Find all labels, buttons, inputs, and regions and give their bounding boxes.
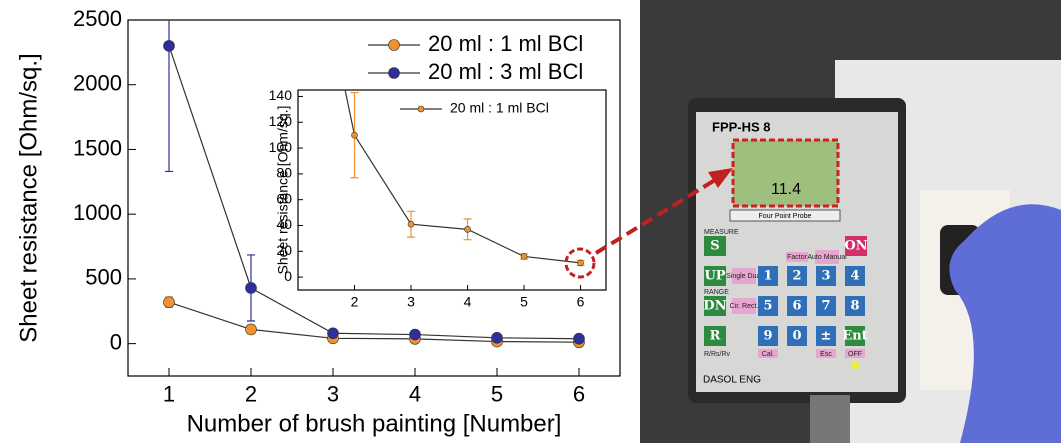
- y-tick-label: 1000: [73, 200, 122, 225]
- legend-marker: [388, 39, 400, 51]
- y-tick-label: 80: [276, 165, 292, 181]
- marker: [163, 40, 175, 52]
- key-label: OFF: [848, 351, 862, 358]
- key-label: Esc: [820, 351, 832, 358]
- marker: [520, 253, 528, 260]
- marker: [245, 323, 257, 336]
- x-tick-label: 3: [407, 293, 415, 309]
- key: 0: [792, 329, 801, 344]
- x-tick-label: 5: [491, 382, 503, 407]
- caption: Four Point Probe: [759, 213, 812, 220]
- key: DN: [703, 299, 726, 314]
- y-axis-label: Sheet resistance [Ohm/sq.]: [15, 53, 42, 342]
- y-tick-label: 0: [284, 268, 292, 284]
- marker: [491, 332, 503, 344]
- error-bar: [165, 20, 173, 173]
- series-area: [163, 20, 585, 349]
- key-label: RANGE: [704, 289, 729, 296]
- highlight-circle: [564, 247, 596, 279]
- x-tick-label: 2: [351, 293, 359, 309]
- key-label: Cir. Rect.: [730, 303, 759, 310]
- x-tick-label: 4: [464, 293, 472, 309]
- legend-marker: [388, 67, 400, 79]
- y-tick-label: 140: [269, 87, 293, 103]
- x-tick-label: 6: [573, 382, 585, 407]
- y-tick-label: 0: [110, 329, 122, 354]
- arrow-head: [708, 168, 733, 188]
- key: 4: [850, 269, 859, 284]
- key: 1: [763, 269, 772, 284]
- key-label: Auto Manual: [807, 254, 847, 261]
- y-tick-label: 120: [269, 113, 293, 129]
- key: ON: [844, 239, 867, 254]
- x-tick-label: 2: [245, 382, 257, 407]
- model: FPP-HS 8: [712, 119, 771, 134]
- marker: [407, 220, 415, 228]
- screen-value: 11.4: [771, 181, 801, 198]
- marker: [464, 226, 471, 233]
- legend-label: 20 ml : 3 ml BCl: [428, 59, 583, 84]
- key-label: Single Dual: [726, 273, 762, 280]
- x-axis-label: Number of brush painting [Number]: [187, 410, 562, 437]
- key: 9: [763, 329, 772, 344]
- x-tick-label: 6: [577, 293, 585, 309]
- key: ±: [821, 329, 832, 344]
- inset-background: [298, 90, 606, 290]
- y-axis-label: Sheet resistance [Ohm/sq.]: [275, 106, 291, 275]
- key: 7: [821, 299, 830, 314]
- key: UP: [704, 269, 725, 284]
- x-tick-label: 1: [163, 382, 175, 407]
- key: 5: [763, 299, 772, 314]
- key: 3: [821, 269, 830, 284]
- series-line: [168, 301, 580, 343]
- key: 2: [792, 269, 801, 284]
- key-label: Factor: [787, 254, 808, 261]
- x-tick-label: 3: [327, 382, 339, 407]
- x-tick-label: 4: [409, 382, 421, 407]
- series-line: [168, 45, 580, 340]
- key: Ent: [842, 329, 867, 344]
- marker: [351, 131, 358, 139]
- key: 8: [850, 299, 859, 314]
- y-tick-label: 2500: [73, 6, 122, 31]
- legend-marker: [417, 105, 425, 113]
- key-label: MEASURE: [704, 229, 739, 236]
- y-tick-label: 60: [276, 190, 292, 206]
- marker: [163, 296, 175, 309]
- marker: [577, 259, 584, 267]
- x-tick-label: 5: [520, 293, 528, 309]
- marker: [409, 328, 421, 341]
- key: R: [710, 329, 721, 344]
- series-line: [344, 90, 581, 264]
- legend-label: 20 ml : 1 ml BCl: [428, 31, 583, 56]
- key-label: R/Rs/Rv: [704, 351, 731, 358]
- y-tick-label: 20: [276, 242, 292, 258]
- marker: [573, 332, 585, 345]
- y-tick-label: 2000: [73, 71, 122, 96]
- y-tick-label: 500: [85, 265, 122, 290]
- marker: [327, 327, 339, 340]
- brand: DASOL ENG: [703, 375, 761, 386]
- legend-label: 20 ml : 1 ml BCl: [450, 100, 549, 116]
- key-label: Cal.: [762, 351, 775, 358]
- key: 6: [792, 299, 801, 314]
- arrow: [594, 178, 717, 255]
- y-tick-label: 1500: [73, 135, 122, 160]
- plot-frame: [127, 19, 621, 377]
- y-tick-label: 100: [269, 139, 293, 155]
- key: S: [710, 239, 719, 254]
- marker: [245, 282, 257, 294]
- plot-frame: [297, 89, 607, 291]
- series-area: [344, 90, 585, 267]
- photo: FPP-HS 8 11.4 Four Point Probe DASOL ENG…: [640, 0, 1061, 443]
- y-tick-label: 40: [276, 216, 292, 232]
